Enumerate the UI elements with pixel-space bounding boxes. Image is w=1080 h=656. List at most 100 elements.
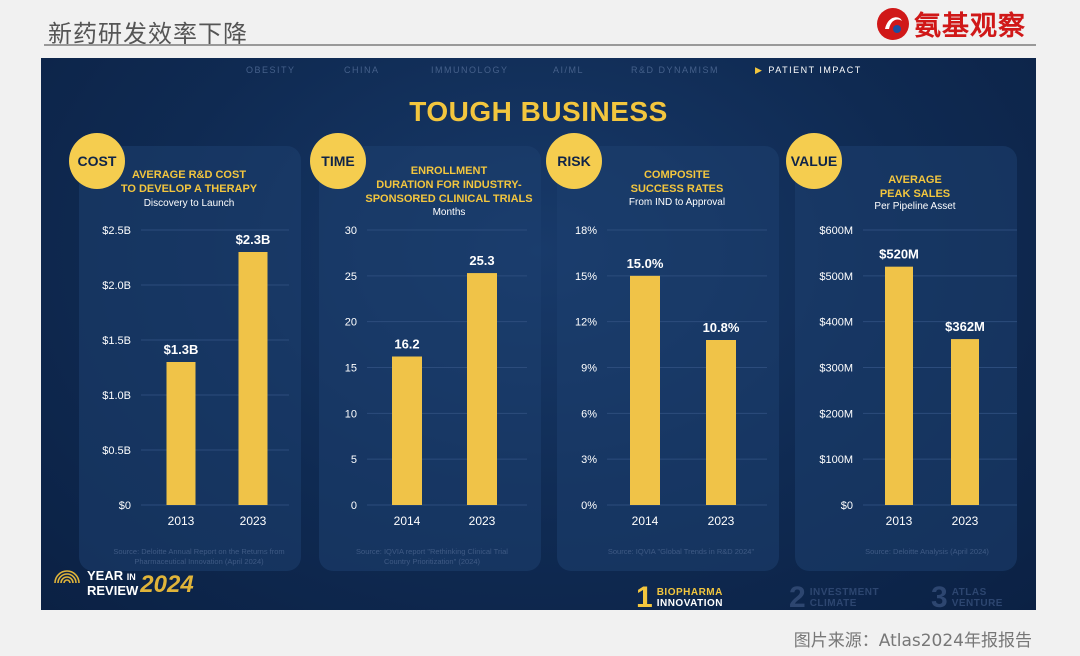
value-ytick-label: $400M — [819, 317, 853, 329]
slide-heading: TOUGH BUSINESS — [409, 96, 668, 127]
yir-year: 2024 — [140, 571, 194, 598]
title-divider — [44, 44, 1036, 46]
value-title: AVERAGE PEAK SALES — [835, 173, 995, 201]
time-badge: TIME — [310, 133, 366, 189]
risk-panel — [557, 146, 779, 571]
cost-subtitle: Discovery to Launch — [143, 198, 235, 209]
yir-word: IN — [126, 572, 136, 582]
value-bar — [951, 339, 979, 505]
nav-item-immunology[interactable]: IMMUNOLOGY — [431, 65, 509, 75]
yir-word: REVIEW — [87, 583, 139, 598]
image-credit: 图片来源：Atlas2024年报报告 — [793, 631, 1032, 651]
risk-subtitle: From IND to Approval — [628, 197, 726, 208]
risk-ytick-label: 12% — [575, 317, 597, 329]
footer-tab-label: VENTURE — [951, 598, 1003, 609]
risk-bar — [706, 340, 736, 505]
cost-bar — [238, 252, 268, 505]
time-ytick-label: 30 — [345, 225, 357, 237]
value-badge: VALUE — [786, 133, 842, 189]
value-ytick-label: $200M — [819, 408, 853, 420]
risk-badge: RISK — [546, 133, 602, 189]
value-title-line: PEAK SALES — [879, 188, 951, 200]
time-ytick-label: 20 — [345, 317, 357, 329]
play-arrow-icon: ▶ — [755, 65, 764, 75]
value-bar — [885, 266, 913, 505]
nav-item-patient-impact-label: PATIENT IMPACT — [768, 65, 862, 75]
yir-word: YEAR — [87, 568, 124, 583]
cost-value-label: $1.3B — [164, 342, 199, 357]
cost-title-line: AVERAGE R&D COST — [131, 169, 247, 181]
time-ytick-label: 25 — [345, 271, 357, 283]
brand-logo-icon — [877, 7, 909, 40]
cost-ytick-label: $0.5B — [102, 445, 131, 457]
footer-tab-number: 3 — [931, 581, 948, 611]
value-category-label: 2013 — [886, 514, 913, 528]
cost-ytick-label: $1.0B — [102, 390, 131, 402]
footer-tab-number: 2 — [789, 581, 806, 611]
footer-tab-number: 1 — [636, 581, 653, 611]
brand: 氨基观察 — [876, 4, 1026, 43]
risk-ytick-label: 18% — [575, 225, 597, 237]
footer-tab-investment[interactable]: 2 INVESTMENT CLIMATE — [789, 581, 880, 611]
risk-value-label: 10.8% — [703, 320, 740, 335]
cost-title-line: TO DEVELOP A THERAPY — [120, 183, 258, 195]
risk-value-label: 15.0% — [627, 256, 664, 271]
bar-charts: $0 $0.5B $1.0B $1.5B $2.0B $2.5B $1.3B 2013 $2.3… — [102, 225, 1017, 528]
value-source: Source: Deloitte Analysis (April 2024) — [865, 547, 989, 556]
nav-item-patient-impact[interactable]: ▶ PATIENT IMPACT — [755, 65, 862, 76]
cost-value-label: $2.3B — [236, 232, 271, 247]
value-ytick-label: $500M — [819, 271, 853, 283]
time-bar — [467, 273, 497, 505]
time-ytick-label: 0 — [351, 500, 357, 512]
nav-item-obesity[interactable]: OBESITY — [246, 65, 296, 75]
risk-category-label: 2023 — [708, 514, 735, 528]
cost-category-label: 2023 — [240, 514, 267, 528]
time-ytick-label: 15 — [345, 363, 357, 375]
time-category-label: 2014 — [394, 514, 421, 528]
value-title-line: AVERAGE — [888, 174, 942, 186]
cost-source: Source: Deloitte Annual Report on the Re… — [113, 547, 285, 566]
risk-ytick-label: 9% — [581, 363, 597, 375]
time-title: ENROLLMENT DURATION FOR INDUSTRY- SPONSO… — [339, 164, 559, 206]
cost-bar — [166, 362, 196, 505]
risk-source: Source: IQVIA "Global Trends in R&D 2024… — [607, 547, 755, 556]
risk-category-label: 2014 — [632, 514, 659, 528]
slide-nav: OBESITY CHINA IMMUNOLOGY AI/ML R&D DYNAM… — [41, 65, 1036, 79]
cost-ytick-label: $0 — [119, 500, 131, 512]
footer-tab-label: BIOPHARMA — [656, 587, 723, 598]
footer-tab-label: INNOVATION — [656, 598, 723, 609]
slide: OBESITY CHINA IMMUNOLOGY AI/ML R&D DYNAM… — [41, 58, 1036, 610]
time-source: Source: IQVIA report "Rethinking Clinica… — [356, 547, 508, 566]
value-value-label: $520M — [879, 247, 919, 262]
risk-ytick-label: 0% — [581, 500, 597, 512]
nav-item-ai-ml[interactable]: AI/ML — [553, 65, 585, 75]
sunburst-icon — [54, 570, 80, 584]
cost-badge: COST — [69, 133, 125, 189]
time-title-line: ENROLLMENT — [410, 165, 488, 177]
time-category-label: 2023 — [469, 514, 496, 528]
cost-ytick-label: $2.0B — [102, 280, 131, 292]
nav-item-rd-dynamism[interactable]: R&D DYNAMISM — [631, 65, 720, 75]
brand-name: 氨基观察 — [914, 11, 1026, 42]
footer-tab-label: INVESTMENT — [809, 587, 880, 598]
risk-ytick-label: 6% — [581, 408, 597, 420]
time-title-line: SPONSORED CLINICAL TRIALS — [365, 193, 533, 205]
risk-ytick-label: 3% — [581, 454, 597, 466]
risk-title-line: SUCCESS RATES — [630, 183, 724, 195]
footer-tab-label: CLIMATE — [809, 598, 857, 609]
footer-tab-atlas[interactable]: 3 ATLAS VENTURE — [931, 581, 1003, 611]
page-title: 新药研发效率下降 — [48, 20, 248, 48]
value-ytick-label: $600M — [819, 225, 853, 237]
time-bar — [392, 356, 422, 505]
value-subtitle: Per Pipeline Asset — [874, 201, 956, 212]
value-value-label: $362M — [945, 319, 985, 334]
risk-ytick-label: 15% — [575, 271, 597, 283]
risk-title: COMPOSITE SUCCESS RATES — [587, 168, 767, 196]
time-title-line: DURATION FOR INDUSTRY- — [376, 179, 522, 191]
nav-item-china[interactable]: CHINA — [344, 65, 380, 75]
footer-tab-biopharma[interactable]: 1 BIOPHARMA INNOVATION — [636, 581, 723, 611]
time-panel — [319, 146, 541, 571]
value-ytick-label: $100M — [819, 454, 853, 466]
cost-title: AVERAGE R&D COST TO DEVELOP A THERAPY — [109, 168, 269, 196]
value-ytick-label: $300M — [819, 363, 853, 375]
